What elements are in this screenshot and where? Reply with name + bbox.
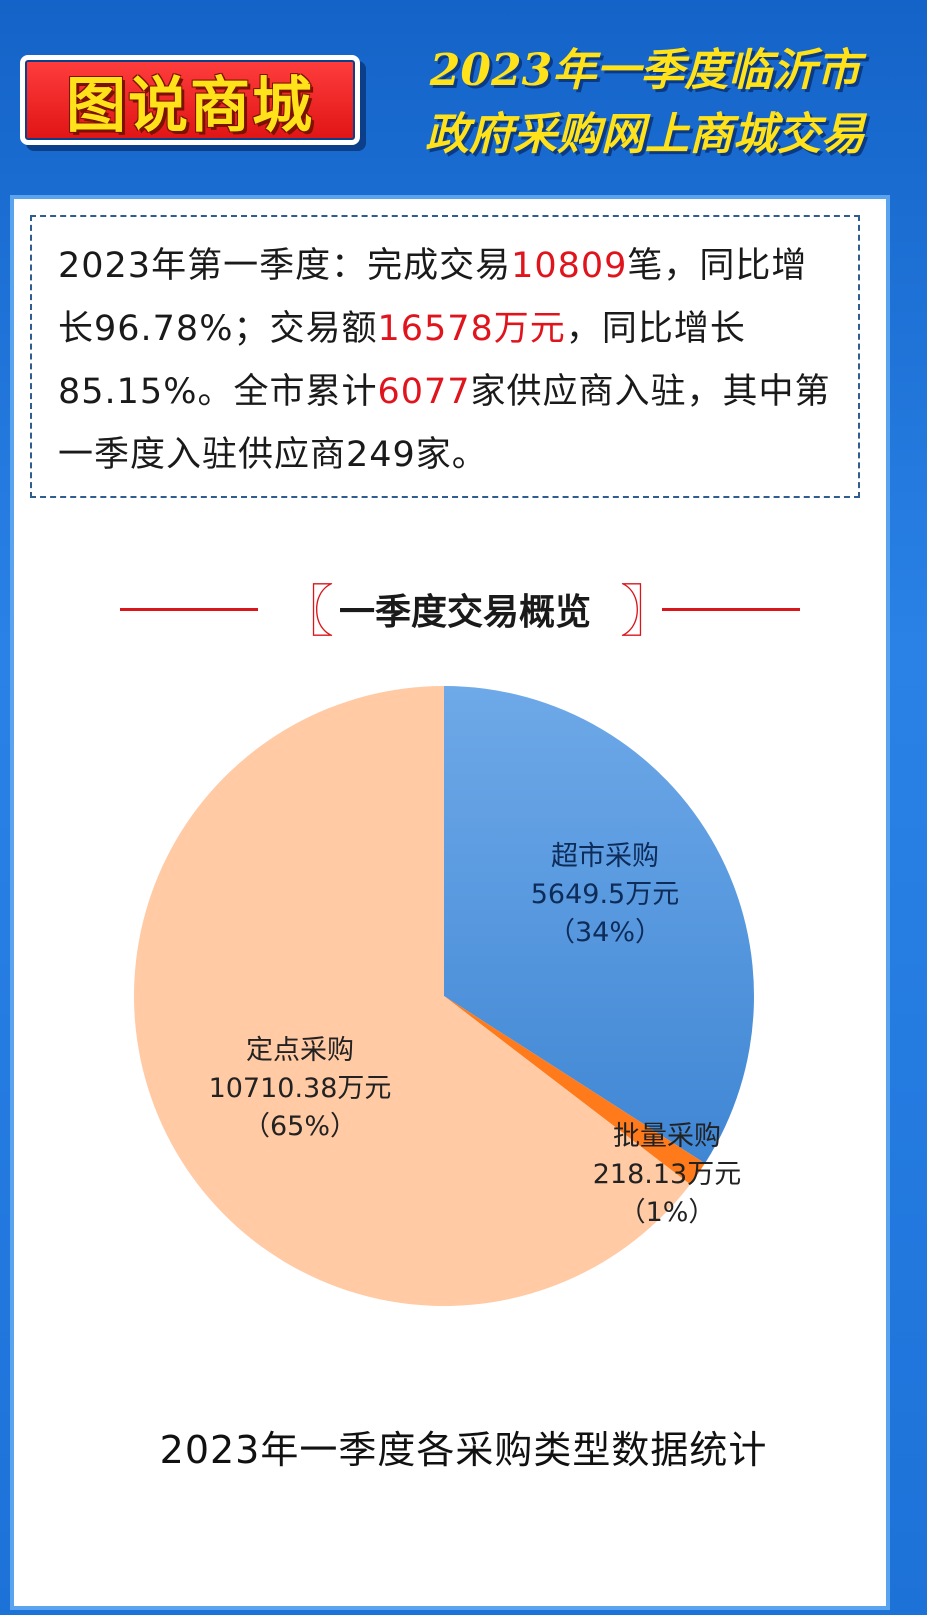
slice-value-supermarket: 5649.5万元	[530, 879, 680, 910]
slice-name-supermarket: 超市采购	[551, 841, 659, 872]
pie-chart-svg	[134, 686, 754, 1306]
summary-box: 2023年第一季度：完成交易10809笔，同比增长96.78%；交易额16578…	[30, 215, 860, 498]
brand-badge-text: 图说商城	[66, 70, 314, 141]
summary-text-4: 家供应商入驻，其中第一季度入驻供应商249家。	[58, 372, 831, 475]
page-title-line1: 2023年一季度临沂市	[429, 45, 861, 96]
slice-percent-designated: （65%）	[242, 1111, 357, 1142]
brand-badge: 图说商城	[20, 55, 360, 145]
slice-value-designated: 10710.38万元	[208, 1073, 392, 1104]
slice-percent-supermarket: （34%）	[547, 917, 662, 948]
section-title-right-bracket: 〗	[620, 580, 676, 645]
chart-title: 2023年一季度各采购类型数据统计	[159, 1428, 768, 1472]
slice-value-batch: 218.13万元	[592, 1159, 742, 1190]
section-title-right-rule	[662, 608, 800, 611]
slice-supermarket	[444, 686, 754, 1164]
summary-text-2: 笔，同比增长96.78%；交易额	[58, 246, 808, 349]
section-title-text: 一季度交易概览	[338, 592, 591, 633]
section-title-left-rule	[120, 608, 258, 611]
summary-suppliers-value: 6077	[377, 372, 471, 412]
summary-text-3: ，同比增长85.15%。全市累计	[58, 309, 746, 412]
slice-batch	[444, 996, 705, 1185]
slice-designated	[134, 686, 691, 1306]
slice-label-batch: 批量采购 218.13万元 （1%）	[582, 1118, 752, 1232]
slice-label-designated: 定点采购 10710.38万元 （65%）	[195, 1032, 405, 1146]
summary-amount-value: 16578万元	[377, 309, 566, 349]
page-title: 2023年一季度临沂市 政府采购网上商城交易	[380, 40, 910, 168]
header: 图说商城 2023年一季度临沂市 政府采购网上商城交易	[0, 0, 927, 195]
slice-label-supermarket: 超市采购 5649.5万元 （34%）	[520, 838, 690, 952]
slice-name-designated: 定点采购	[246, 1035, 354, 1066]
slice-name-batch: 批量采购	[613, 1121, 721, 1152]
summary-text-1: 2023年第一季度：完成交易	[58, 246, 512, 286]
page-title-line2: 政府采购网上商城交易	[425, 109, 865, 160]
slice-percent-batch: （1%）	[618, 1197, 716, 1228]
pie-chart: 超市采购 5649.5万元 （34%） 批量采购 218.13万元 （1%） 定…	[0, 660, 927, 1340]
summary-transactions-value: 10809	[511, 246, 628, 286]
section-title-left-bracket: 〖	[278, 580, 334, 645]
section-title: 〖 一季度交易概览 〗	[120, 585, 800, 655]
